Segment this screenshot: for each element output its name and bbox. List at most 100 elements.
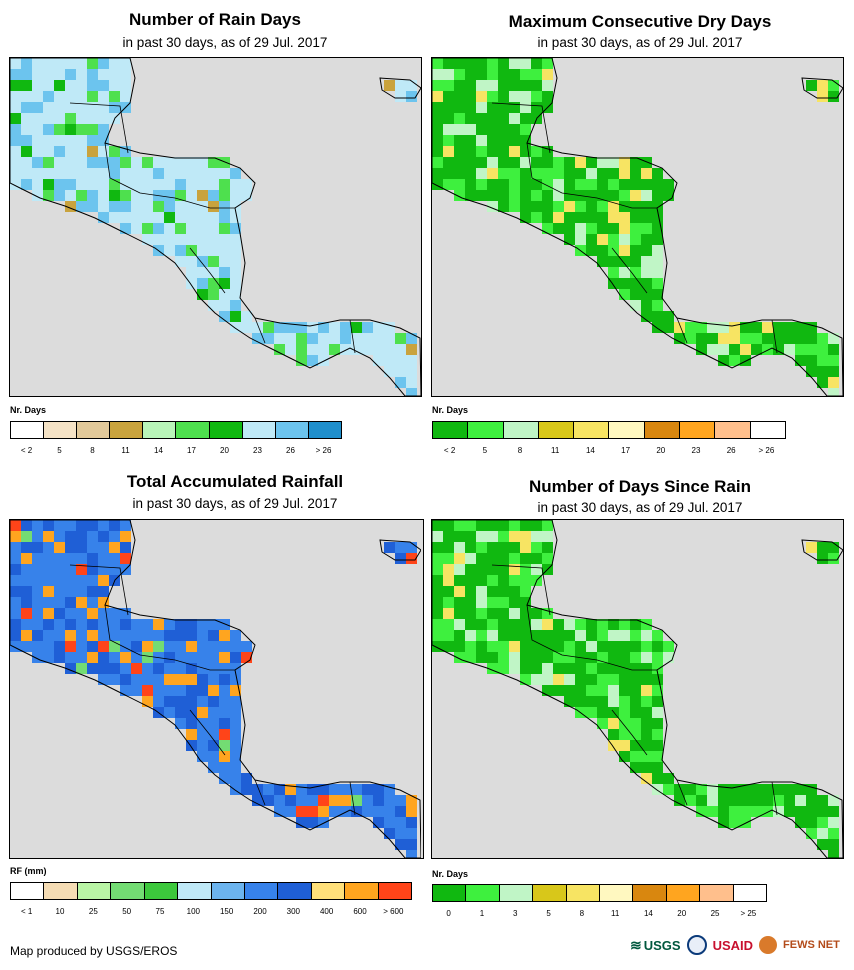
legend-label: 8 xyxy=(579,909,585,918)
legend-swatch xyxy=(468,422,504,438)
country-border xyxy=(526,142,598,199)
legend-swatch xyxy=(433,885,467,901)
legend-swatch xyxy=(209,422,243,438)
map-canvas xyxy=(432,520,843,858)
legend-label: 300 xyxy=(286,907,301,916)
legend-bar-since-rain xyxy=(432,884,767,902)
legend-label: < 2 xyxy=(20,446,33,455)
country-border xyxy=(189,247,226,294)
legend-label: 5 xyxy=(546,909,551,918)
legend-swatch xyxy=(144,883,179,899)
legend-label: 14 xyxy=(643,909,653,918)
country-border xyxy=(254,317,266,344)
legend-swatch xyxy=(345,883,379,899)
legend-label: 75 xyxy=(155,907,165,916)
legend-label: 20 xyxy=(220,446,229,455)
legend-swatch xyxy=(733,885,767,901)
legend-label: > 600 xyxy=(383,907,404,916)
panel-title-since-rain: Number of Days Since Rain xyxy=(528,477,751,496)
legend-swatch xyxy=(700,885,734,901)
legend-swatch xyxy=(533,885,567,901)
island-outline xyxy=(801,539,843,561)
country-border xyxy=(254,779,266,806)
legend-label: 0 xyxy=(446,909,451,918)
usaid-logo: USAID xyxy=(712,937,754,953)
panel-subtitle-rainfall: in past 30 days, as of 29 Jul. 2017 xyxy=(132,496,338,511)
legend-swatch xyxy=(77,422,111,438)
coastline xyxy=(432,58,843,396)
legend-labels-rainfall: < 1 10 25 50 75 100 150 200 300 400 600 > 600 xyxy=(10,907,410,919)
usgs-wave-icon: ≋ xyxy=(630,936,642,953)
map-grid-cells xyxy=(10,520,417,858)
country-border xyxy=(69,102,129,154)
fews-net-icon xyxy=(759,936,778,954)
legend-swatch xyxy=(11,422,45,438)
legend-swatch xyxy=(110,422,144,438)
legend-bar-dry-days xyxy=(432,421,786,439)
logo-strip: ≋ USGS USAID FEWS NET xyxy=(630,932,845,958)
legend-label: < 2 xyxy=(443,446,456,455)
legend-label: < 1 xyxy=(20,907,33,916)
island-outline xyxy=(379,77,421,99)
legend-swatch xyxy=(44,883,78,899)
legend-swatch xyxy=(111,883,145,899)
legend-label: 400 xyxy=(319,907,334,916)
panel-title-rain-days: Number of Rain Days xyxy=(129,10,301,29)
legend-label: 25 xyxy=(88,907,98,916)
country-border xyxy=(69,564,129,616)
legend-label: 200 xyxy=(253,907,267,916)
legend-label: 3 xyxy=(513,909,518,918)
panel-subtitle-dry-days: in past 30 days, as of 29 Jul. 2017 xyxy=(537,35,743,50)
legend-swatch xyxy=(633,885,667,901)
legend-swatch xyxy=(433,422,469,438)
legend-swatch xyxy=(278,883,312,899)
country-border xyxy=(174,659,235,671)
map-grid-cells xyxy=(10,58,417,396)
legend-label: 17 xyxy=(621,446,631,455)
legend-title-dry-days: Nr. Days xyxy=(432,405,469,415)
legend-labels-since-rain: 0 1 3 5 8 11 14 20 25 > 25 xyxy=(432,909,765,921)
panel-subtitle-since-rain: in past 30 days, as of 29 Jul. 2017 xyxy=(537,500,743,515)
legend-swatch xyxy=(275,422,309,438)
legend-label: 11 xyxy=(121,446,130,455)
legend-label: 5 xyxy=(57,446,62,455)
legend-label: 100 xyxy=(186,907,201,916)
legend-swatch xyxy=(77,883,112,899)
legend-labels-rain-days: < 2 5 8 11 14 17 20 23 26 > 26 xyxy=(10,446,340,458)
country-border xyxy=(104,142,176,199)
legend-swatch xyxy=(680,422,716,438)
legend-label: 26 xyxy=(286,446,295,455)
legend-label: 20 xyxy=(677,909,687,918)
map-dry-days xyxy=(431,57,844,397)
legend-label: 23 xyxy=(691,446,701,455)
legend-swatch xyxy=(44,422,78,438)
country-border xyxy=(771,319,778,354)
country-border xyxy=(676,779,688,806)
island-outline xyxy=(801,77,843,99)
map-grid-cells xyxy=(432,58,839,396)
legend-swatch xyxy=(666,885,701,901)
map-since-rain xyxy=(431,519,844,859)
legend-swatch xyxy=(750,422,785,438)
country-border xyxy=(676,317,688,344)
legend-swatch xyxy=(311,883,346,899)
country-border xyxy=(526,604,598,661)
legend-swatch xyxy=(644,422,681,438)
country-border xyxy=(174,197,235,209)
country-border xyxy=(491,564,551,616)
legend-swatch xyxy=(609,422,645,438)
country-border xyxy=(611,247,648,294)
legend-label: 10 xyxy=(55,907,65,916)
legend-swatch xyxy=(715,422,751,438)
island-outline xyxy=(379,539,421,561)
country-border xyxy=(104,604,176,661)
coastline xyxy=(10,520,421,858)
usgs-logo-text: USGS xyxy=(643,937,681,953)
coastline xyxy=(432,520,843,858)
country-border xyxy=(349,781,356,816)
legend-swatch xyxy=(503,422,539,438)
legend-swatch xyxy=(11,883,45,899)
legend-label: 8 xyxy=(517,446,523,455)
legend-label: 26 xyxy=(726,446,736,455)
legend-bar-rainfall xyxy=(10,882,412,900)
